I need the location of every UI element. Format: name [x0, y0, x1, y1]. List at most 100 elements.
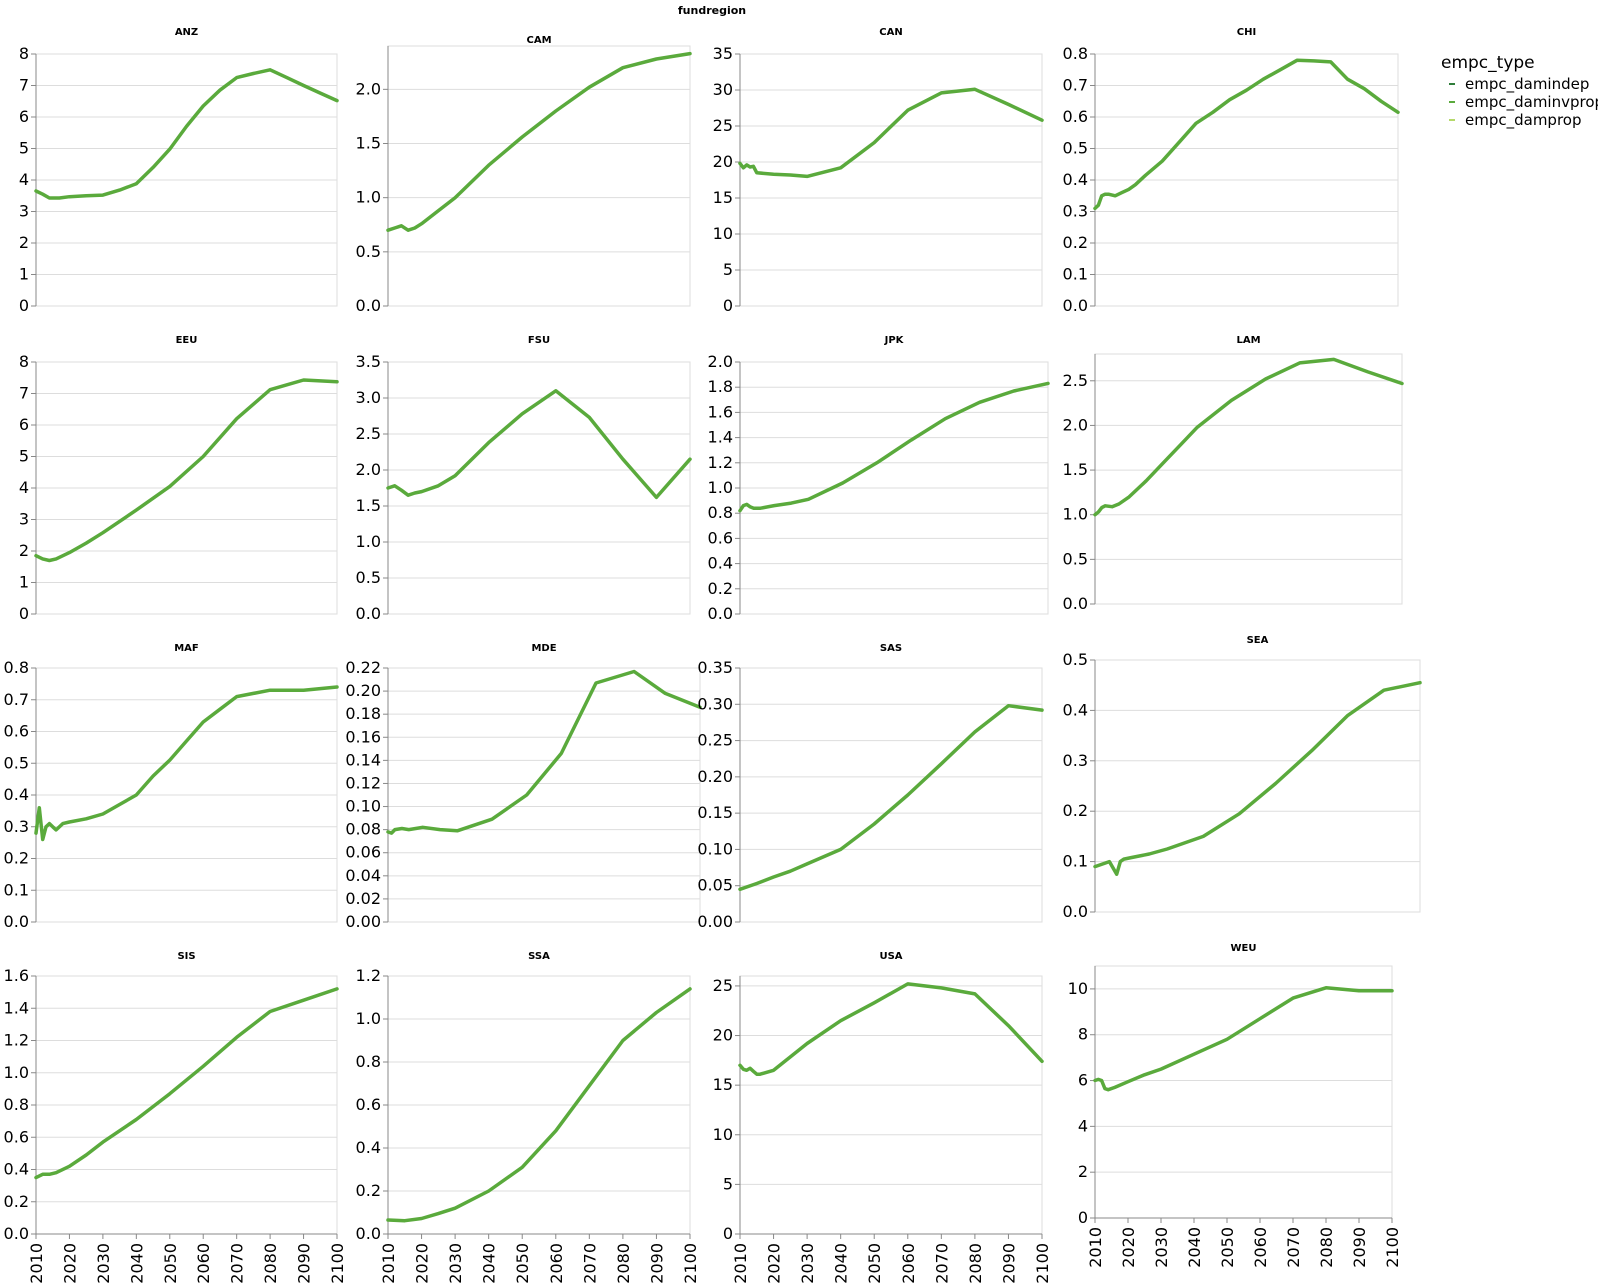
x-tick-label: 2070: [1284, 1227, 1303, 1268]
y-tick-label: 0.6: [708, 528, 733, 547]
y-tick-label: 0.2: [4, 1192, 29, 1211]
y-tick-label: 0.10: [345, 797, 381, 816]
y-tick-label: 1.4: [4, 998, 29, 1017]
legend-title: empc_type: [1441, 53, 1535, 73]
y-tick-label: 1.5: [356, 496, 381, 515]
y-tick-label: 10: [1068, 979, 1088, 998]
y-tick-label: 2.0: [356, 79, 381, 98]
series-line-sis: [34, 987, 339, 1180]
x-tick-label: 2100: [1383, 1227, 1402, 1268]
series-line-can: [738, 87, 1044, 179]
series-line-usa: [738, 982, 1044, 1076]
y-tick-label: 5: [723, 260, 733, 279]
y-tick-label: 4: [19, 478, 29, 497]
y-tick-label: 1.6: [708, 402, 733, 421]
y-tick-label: 1.0: [1063, 505, 1088, 524]
y-tick-label: 1: [19, 265, 29, 284]
panel-title: CAN: [879, 27, 902, 38]
x-tick-label: 2020: [413, 1243, 432, 1284]
panel-title: EEU: [176, 335, 198, 346]
y-tick-label: 0.0: [4, 912, 29, 931]
y-tick-label: 1.0: [4, 1063, 29, 1082]
panel-title: JPK: [884, 335, 905, 346]
y-tick-label: 0.8: [708, 503, 733, 522]
legend-label: empc_damindep: [1465, 75, 1589, 94]
y-tick-label: 0.3: [1063, 751, 1088, 770]
y-tick-label: 0.08: [345, 820, 381, 839]
x-tick-label: 2090: [999, 1243, 1018, 1284]
y-tick-label: 0.25: [697, 731, 733, 750]
series-line-sea: [1093, 680, 1422, 876]
y-tick-label: 0.2: [356, 1181, 381, 1200]
y-tick-label: 0.5: [1063, 139, 1088, 158]
y-tick-label: 1.2: [4, 1031, 29, 1050]
y-tick-label: 0.5: [1063, 650, 1088, 669]
y-tick-label: 1.5: [356, 134, 381, 153]
y-tick-label: 0.4: [1063, 170, 1088, 189]
y-tick-label: 0.30: [697, 694, 733, 713]
series-line-eeu: [34, 378, 339, 563]
y-tick-label: 25: [713, 116, 733, 135]
x-tick-label: 2020: [60, 1243, 79, 1284]
y-tick-label: 0.7: [1063, 76, 1088, 95]
plot-frame: [387, 667, 701, 923]
series-line-sas: [738, 703, 1044, 892]
y-tick-label: 1.4: [708, 428, 733, 447]
y-tick-label: 0.1: [1063, 265, 1088, 284]
x-tick-label: 2070: [228, 1243, 247, 1284]
panel-title: SSA: [528, 951, 550, 962]
panel-chi: CHI 0.0 0.1 0.2 0.3 0.4 0.5 0.6 0.7 0.8: [1063, 27, 1400, 315]
panel-title: CAM: [526, 35, 551, 46]
y-tick-label: 0: [723, 1224, 733, 1243]
x-tick-label: 2100: [1033, 1243, 1052, 1284]
x-tick-label: 2100: [328, 1243, 347, 1284]
y-tick-label: 30: [713, 80, 733, 99]
y-tick-label: 2.5: [1063, 371, 1088, 390]
y-tick-label: 0.18: [345, 704, 381, 723]
plot-frame: [387, 45, 691, 307]
y-tick-label: 0.0: [356, 296, 381, 315]
y-tick-label: 8: [19, 44, 29, 63]
y-tick-label: 15: [713, 1075, 733, 1094]
x-tick-label: 2040: [1185, 1227, 1204, 1268]
y-tick-label: 0.00: [345, 912, 381, 931]
panel-maf: MAF 0.0 0.1 0.2 0.3 0.4 0.5 0.6 0.7 0.8: [4, 643, 339, 931]
y-tick-label: 1.5: [1063, 460, 1088, 479]
x-tick-label: 2060: [1251, 1227, 1270, 1268]
y-tick-label: 20: [713, 1026, 733, 1045]
x-tick-label: 2020: [765, 1243, 784, 1284]
panel-sea: SEA 0.0 0.1 0.2 0.3 0.4 0.5: [1063, 635, 1422, 921]
y-tick-label: 0.00: [697, 912, 733, 931]
panel-title: CHI: [1237, 27, 1256, 38]
y-tick-label: 25: [713, 976, 733, 995]
panel-title: ANZ: [175, 27, 198, 38]
y-tick-label: 0.6: [1063, 107, 1088, 126]
x-tick-label: 2060: [194, 1243, 213, 1284]
panel-anz: ANZ 0 1 2 3 4 5 6 7 8: [19, 27, 339, 315]
y-tick-label: 0.05: [697, 876, 733, 895]
y-tick-label: 2: [1078, 1162, 1088, 1181]
y-tick-label: 0.6: [4, 1127, 29, 1146]
y-tick-label: 0.15: [697, 803, 733, 822]
y-tick-label: 2: [19, 541, 29, 560]
y-tick-label: 0.7: [4, 690, 29, 709]
series-line-lam: [1093, 357, 1404, 517]
y-tick-label: 6: [19, 107, 29, 126]
x-tick-label: 2100: [681, 1243, 700, 1284]
y-tick-label: 0: [19, 296, 29, 315]
y-tick-label: 0.2: [1063, 801, 1088, 820]
panel-sas: SAS 0.00 0.05 0.10 0.15 0.20 0.25 0.30 0.35: [697, 643, 1044, 931]
series-line-ssa: [386, 987, 692, 1223]
y-tick-label: 0.2: [4, 849, 29, 868]
y-tick-label: 15: [713, 188, 733, 207]
plot-frame: [739, 53, 1043, 307]
panel-title: SEA: [1247, 635, 1269, 646]
y-tick-label: 0.8: [4, 1095, 29, 1114]
y-tick-label: 1.0: [708, 478, 733, 497]
y-tick-label: 6: [19, 415, 29, 434]
series-line-maf: [34, 685, 339, 842]
legend: empc_type empc_damindepempc_daminvpropem…: [1441, 53, 1598, 130]
x-tick-label: 2030: [1152, 1227, 1171, 1268]
y-tick-label: 0.20: [345, 681, 381, 700]
